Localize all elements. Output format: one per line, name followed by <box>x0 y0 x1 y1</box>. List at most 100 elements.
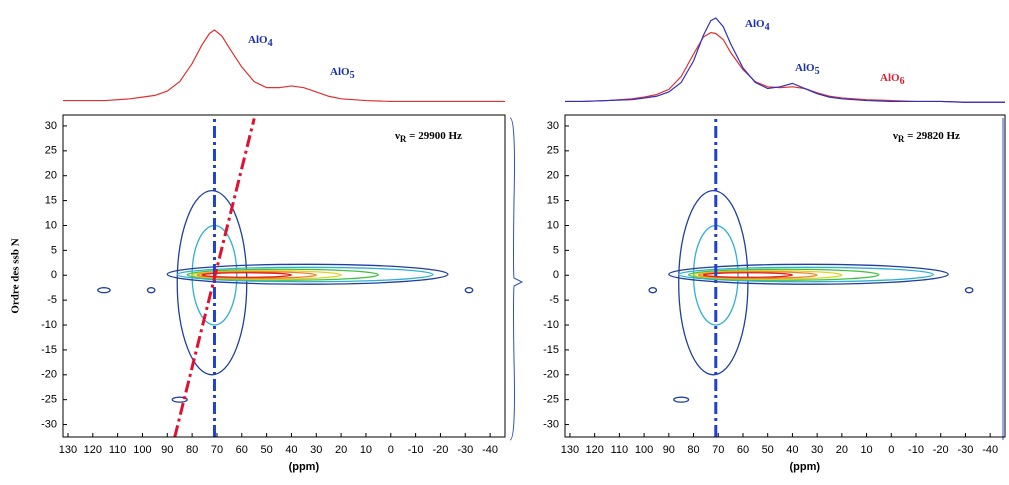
y-tick-label: 25 <box>547 145 559 157</box>
rotor-label: νR = 29900 Hz <box>394 130 462 145</box>
contour-level <box>697 271 818 279</box>
contour-level <box>196 271 317 279</box>
x-tick-label: -40 <box>982 444 998 456</box>
x-tick-label: 70 <box>211 444 223 456</box>
y-tick-label: 25 <box>45 145 57 157</box>
rotor-subscript: R <box>400 134 407 144</box>
plot-frame <box>564 114 1006 438</box>
peak-annotation: AlO5 <box>330 66 355 82</box>
x-tick-label: -40 <box>482 444 498 456</box>
x-tick-label: 0 <box>388 444 394 456</box>
annotation-subscript: 6 <box>900 76 905 87</box>
x-tick-label: 70 <box>712 444 724 456</box>
x-tick-label: 30 <box>310 444 322 456</box>
x-axis-label: (ppm) <box>790 461 821 473</box>
contour-level <box>648 287 658 294</box>
annotation-subscript: 5 <box>350 70 355 81</box>
x-axis-label: (ppm) <box>289 461 320 473</box>
contour-level <box>702 272 794 278</box>
x-tick-label: 120 <box>84 444 102 456</box>
contour-level <box>166 263 449 285</box>
contour-level <box>191 270 342 280</box>
x-tick-label: 100 <box>133 444 151 456</box>
x-tick-label: 20 <box>836 444 848 456</box>
contour-level <box>673 396 690 403</box>
y-tick-label: 15 <box>45 195 57 207</box>
x-tick-label: -20 <box>933 444 949 456</box>
annotation-text: AlO <box>745 18 765 30</box>
reference-line <box>173 118 256 438</box>
x-tick-label: -10 <box>908 444 924 456</box>
y-tick-label: 30 <box>547 120 559 132</box>
peak-annotation: AlO6 <box>880 72 905 88</box>
x-tick-label: 40 <box>786 444 798 456</box>
annotation-text: AlO <box>330 66 350 78</box>
contour-level <box>668 263 949 285</box>
x-tick-label: 80 <box>186 444 198 456</box>
y-tick-label: 5 <box>553 244 559 256</box>
x-tick-label: -30 <box>957 444 973 456</box>
x-tick-label: 10 <box>360 444 372 456</box>
peak-annotation: AlO4 <box>248 34 273 50</box>
y-tick-label: -5 <box>549 294 559 306</box>
contour-level <box>464 287 474 294</box>
annotation-text: AlO <box>795 62 815 74</box>
rotor-symbol: ν <box>394 130 400 142</box>
x-tick-label: 50 <box>260 444 272 456</box>
side-projection <box>509 117 524 441</box>
contour-level <box>692 270 843 280</box>
projection-spectrum <box>565 31 1005 103</box>
x-tick-label: 80 <box>687 444 699 456</box>
y-tick-label: -20 <box>41 369 57 381</box>
contour-level <box>186 268 380 281</box>
y-tick-label: 10 <box>45 219 57 231</box>
projection-spectrum <box>565 17 1005 103</box>
annotation-text: AlO <box>880 72 900 84</box>
y-tick-label: 20 <box>547 170 559 182</box>
x-tick-label: 110 <box>611 444 629 456</box>
rotor-text: = 29820 Hz <box>904 130 960 142</box>
y-tick-label: 0 <box>553 269 559 281</box>
y-tick-label: -10 <box>41 319 57 331</box>
y-tick-label: -15 <box>41 344 57 356</box>
rotor-label: νR = 29820 Hz <box>892 130 960 145</box>
y-tick-label: -20 <box>543 369 559 381</box>
y-tick-label: 30 <box>45 120 57 132</box>
x-tick-label: 90 <box>161 444 173 456</box>
plot-frame <box>62 114 506 438</box>
y-axis-label: Ordre des ssb N <box>10 238 22 313</box>
contour-level <box>97 287 111 294</box>
x-tick-label: 110 <box>109 444 127 456</box>
y-tick-label: -15 <box>543 344 559 356</box>
projection-spectrum <box>63 29 505 103</box>
x-tick-label: 100 <box>635 444 653 456</box>
x-tick-label: 60 <box>737 444 749 456</box>
x-tick-label: 120 <box>585 444 603 456</box>
rotor-symbol: ν <box>892 130 898 142</box>
y-tick-label: -25 <box>41 394 57 406</box>
rotor-subscript: R <box>898 134 905 144</box>
contour-level <box>678 266 934 283</box>
contour-level <box>964 287 974 294</box>
y-tick-label: -30 <box>41 418 57 430</box>
y-tick-label: 20 <box>45 170 57 182</box>
y-tick-label: -30 <box>543 418 559 430</box>
y-tick-label: 5 <box>51 244 57 256</box>
annotation-subscript: 4 <box>268 38 273 49</box>
x-tick-label: 20 <box>335 444 347 456</box>
y-tick-label: 15 <box>547 195 559 207</box>
x-tick-label: 0 <box>888 444 894 456</box>
peak-annotation: AlO4 <box>745 18 770 34</box>
y-tick-label: -25 <box>543 394 559 406</box>
peak-annotation: AlO5 <box>795 62 820 78</box>
y-tick-label: 0 <box>51 269 57 281</box>
x-tick-label: 90 <box>663 444 675 456</box>
y-tick-label: -10 <box>543 319 559 331</box>
x-tick-label: -10 <box>408 444 424 456</box>
x-tick-label: 40 <box>285 444 297 456</box>
x-tick-label: 10 <box>860 444 872 456</box>
x-tick-label: 50 <box>762 444 774 456</box>
contour-level <box>687 268 880 281</box>
